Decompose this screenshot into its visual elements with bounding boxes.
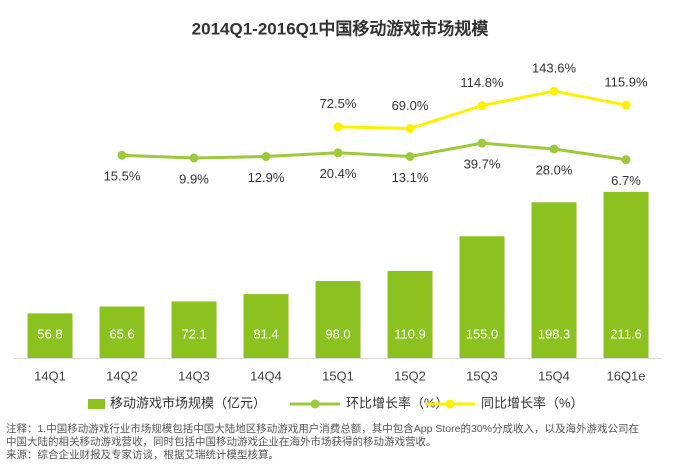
data-label: 115.9%	[604, 74, 648, 89]
line-point	[405, 124, 415, 133]
line-point	[621, 155, 631, 165]
data-label: 20.4%	[320, 166, 357, 181]
data-label: 9.9%	[179, 171, 209, 186]
x-tick-label: 15Q1	[322, 368, 354, 383]
bar	[27, 313, 73, 358]
bar	[171, 301, 217, 358]
bar-label: 155.0	[466, 326, 499, 341]
bar-label: 198.3	[538, 326, 571, 341]
legend-label: 移动游戏市场规模（亿元）	[110, 395, 266, 410]
data-label: 39.7%	[464, 157, 501, 172]
x-tick-label: 14Q3	[178, 368, 210, 383]
legend-swatch-point	[445, 399, 455, 409]
x-tick-label: 14Q2	[106, 368, 138, 383]
bar-label: 81.4	[253, 326, 278, 341]
data-label: 12.9%	[248, 170, 285, 185]
bar	[315, 281, 361, 358]
line-point	[261, 152, 271, 162]
data-label: 6.7%	[611, 173, 641, 188]
footnote: 来源：综合企业财报及专家访谈，根据艾瑞统计模型核算。	[6, 448, 279, 461]
line-point	[405, 151, 415, 161]
data-label: 114.8%	[460, 75, 504, 90]
line	[121, 141, 627, 162]
bar-label: 211.6	[610, 326, 642, 341]
legend-swatch-point	[310, 399, 320, 409]
data-label: 72.5%	[320, 96, 357, 111]
chart-title: 2014Q1-2016Q1中国移动游戏市场规模	[192, 18, 490, 38]
bar	[459, 236, 505, 358]
data-label: 15.5%	[104, 169, 141, 184]
line-point	[549, 86, 559, 96]
legend-label: 同比增长率（%）	[481, 395, 584, 410]
bar-label: 72.1	[181, 326, 206, 341]
bar	[531, 202, 577, 358]
line-point	[333, 122, 343, 132]
data-label: 69.0%	[392, 98, 429, 113]
line-point	[189, 153, 199, 163]
x-tick-label: 14Q4	[250, 368, 282, 383]
x-tick-label: 15Q2	[394, 368, 426, 383]
bar-label: 98.0	[325, 326, 350, 341]
bar-label: 110.9	[394, 326, 426, 341]
data-label: 28.0%	[536, 162, 573, 177]
x-tick-label: 15Q4	[538, 368, 570, 383]
legend-swatch	[88, 399, 105, 409]
bar	[243, 294, 289, 358]
x-tick-label: 15Q3	[466, 368, 498, 383]
line-point	[477, 101, 487, 111]
line-point	[549, 144, 559, 154]
bar	[387, 270, 433, 358]
x-tick-label: 16Q1e	[606, 368, 645, 383]
bar	[99, 306, 145, 358]
line-point	[117, 150, 127, 160]
bar-label: 56.8	[37, 326, 62, 341]
x-tick-label: 14Q1	[34, 368, 66, 383]
bar	[603, 191, 649, 358]
legend-label: 环比增长率（%）	[346, 395, 449, 410]
line-point	[621, 100, 631, 110]
data-label: 143.6%	[532, 61, 577, 76]
line-point	[333, 148, 343, 158]
footnote: 中国大陆的相关移动游戏营收，同时包括中国移动游戏企业在海外市场获得的移动游戏营收…	[6, 435, 437, 448]
bar-label: 65.6	[109, 326, 134, 341]
line-point	[477, 138, 487, 148]
footnote: 注释：1.中国移动游戏行业市场规模包括中国大陆地区移动游戏用户消费总额，其中包含…	[6, 422, 639, 435]
data-label: 13.1%	[392, 170, 429, 185]
